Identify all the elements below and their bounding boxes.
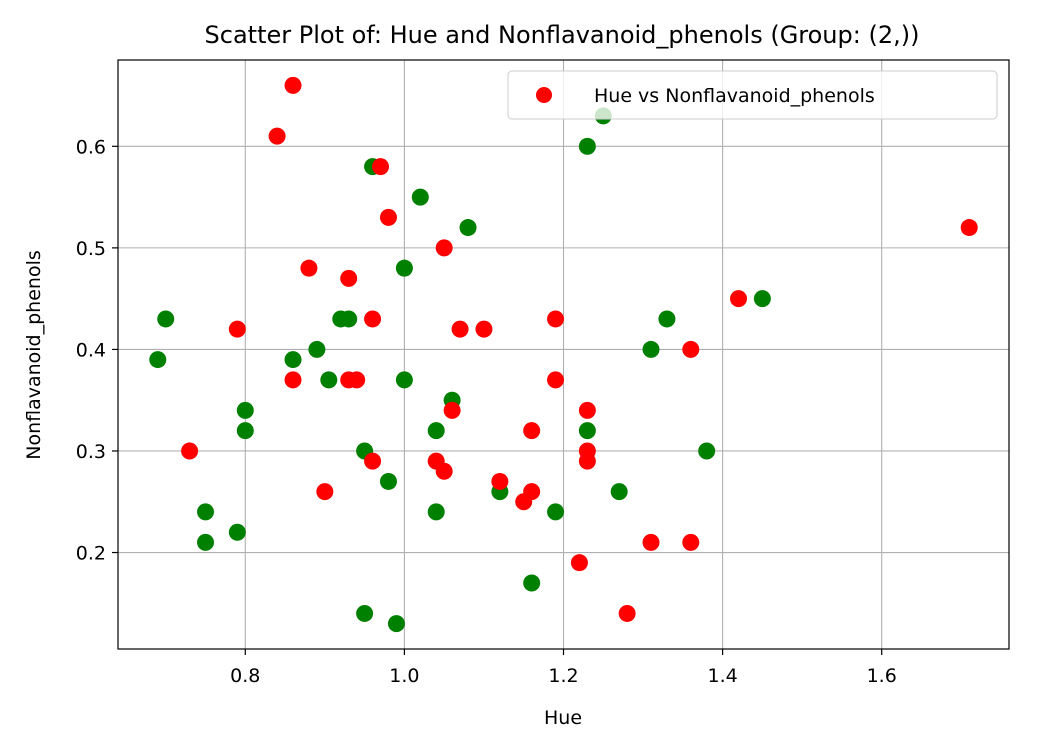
x-tick-label: 0.8 — [230, 665, 260, 687]
data-point-series-0 — [284, 351, 302, 369]
data-point-series-0 — [379, 472, 397, 490]
data-point-series-1 — [642, 533, 660, 551]
data-point-series-1 — [340, 269, 358, 287]
data-point-series-0 — [236, 401, 254, 419]
y-axis-label: Nonflavanoid_phenols — [23, 250, 45, 460]
data-point-series-0 — [427, 422, 445, 440]
y-tick-label: 0.6 — [76, 136, 106, 158]
data-point-series-1 — [618, 604, 636, 622]
data-point-series-1 — [372, 158, 390, 176]
data-point-series-0 — [411, 188, 429, 206]
data-point-series-0 — [157, 310, 175, 328]
data-point-series-0 — [395, 371, 413, 389]
data-point-series-1 — [578, 452, 596, 470]
data-point-series-1 — [284, 371, 302, 389]
data-point-series-1 — [435, 239, 453, 257]
data-point-series-1 — [268, 127, 286, 145]
data-point-series-0 — [308, 340, 326, 358]
data-point-series-1 — [475, 320, 493, 338]
data-point-series-0 — [547, 503, 565, 521]
data-point-series-0 — [658, 310, 676, 328]
data-points — [149, 76, 978, 633]
data-point-series-0 — [356, 604, 374, 622]
x-tick-label: 1.4 — [707, 665, 737, 687]
data-point-series-0 — [320, 371, 338, 389]
data-point-series-1 — [228, 320, 246, 338]
chart-title: Scatter Plot of: Hue and Nonflavanoid_ph… — [205, 21, 920, 49]
y-tick-label: 0.5 — [76, 238, 106, 260]
data-point-series-0 — [610, 483, 628, 501]
data-point-series-1 — [348, 371, 366, 389]
data-point-series-0 — [228, 523, 246, 541]
data-point-series-1 — [451, 320, 469, 338]
data-point-series-0 — [427, 503, 445, 521]
data-point-series-0 — [149, 351, 167, 369]
data-point-series-1 — [300, 259, 318, 277]
data-point-series-1 — [491, 472, 509, 490]
x-tick-label: 1.0 — [389, 665, 419, 687]
data-point-series-1 — [364, 452, 382, 470]
data-point-series-0 — [197, 503, 215, 521]
data-point-series-0 — [197, 533, 215, 551]
data-point-series-1 — [435, 462, 453, 480]
data-point-series-1 — [181, 442, 199, 460]
y-tick-label: 0.4 — [76, 339, 106, 361]
axis-ticks: 0.8 1.0 1.2 1.4 1.6 0.2 0.3 0.4 0.5 0.6 — [76, 136, 897, 687]
x-axis-label: Hue — [544, 707, 582, 729]
data-point-series-1 — [443, 401, 461, 419]
x-tick-label: 1.2 — [548, 665, 578, 687]
y-tick-label: 0.3 — [76, 441, 106, 463]
data-point-series-1 — [523, 422, 541, 440]
data-point-series-1 — [523, 483, 541, 501]
data-point-series-1 — [547, 310, 565, 328]
data-point-series-0 — [340, 310, 358, 328]
x-tick-label: 1.6 — [867, 665, 897, 687]
data-point-series-1 — [570, 554, 588, 572]
data-point-series-1 — [730, 290, 748, 308]
data-point-series-0 — [578, 422, 596, 440]
data-point-series-0 — [395, 259, 413, 277]
data-point-series-0 — [698, 442, 716, 460]
grid — [118, 60, 1009, 649]
data-point-series-1 — [284, 76, 302, 94]
data-point-series-1 — [682, 340, 700, 358]
data-point-series-0 — [236, 422, 254, 440]
data-point-series-1 — [316, 483, 334, 501]
data-point-series-1 — [578, 401, 596, 419]
data-point-series-0 — [387, 615, 405, 633]
legend-box — [507, 70, 998, 120]
data-point-series-0 — [642, 340, 660, 358]
y-tick-label: 0.2 — [76, 543, 106, 565]
legend: Hue vs Nonflavanoid_phenols — [507, 70, 998, 120]
data-point-series-0 — [459, 219, 477, 237]
data-point-series-0 — [578, 137, 596, 155]
data-point-series-1 — [960, 219, 978, 237]
data-point-series-1 — [364, 310, 382, 328]
legend-label: Hue vs Nonflavanoid_phenols — [594, 85, 875, 107]
data-point-series-1 — [547, 371, 565, 389]
data-point-series-1 — [379, 208, 397, 226]
data-point-series-0 — [523, 574, 541, 592]
data-point-series-1 — [682, 533, 700, 551]
legend-marker — [536, 87, 552, 103]
data-point-series-0 — [753, 290, 771, 308]
